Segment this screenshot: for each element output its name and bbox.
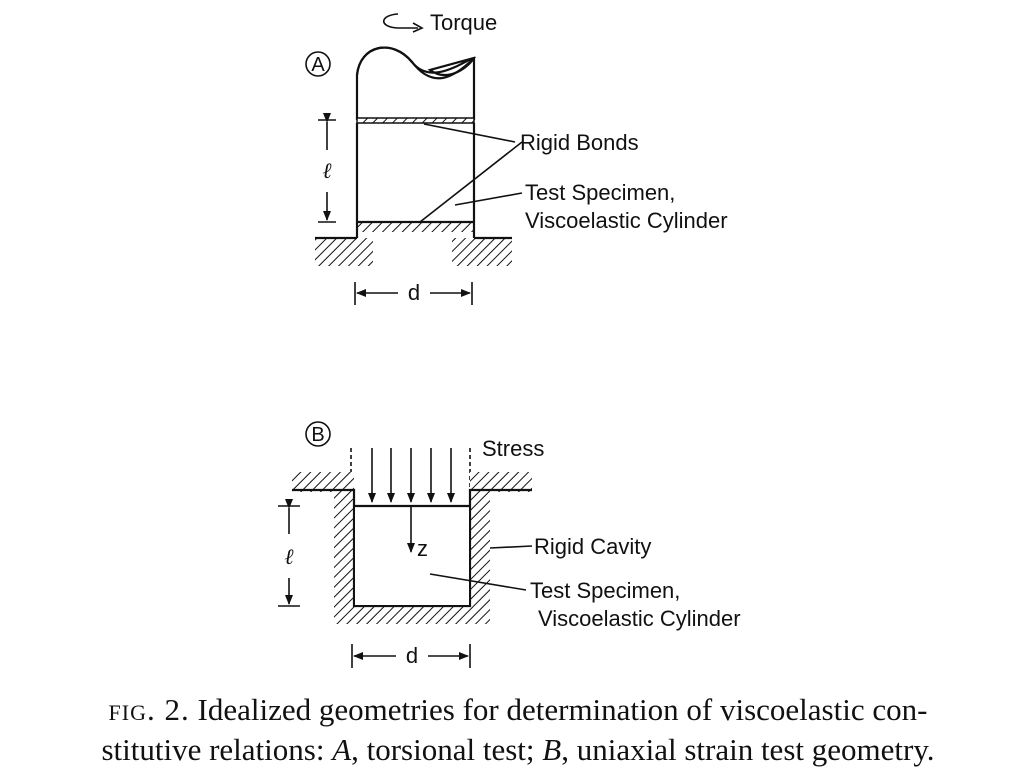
torque-arrow-icon — [382, 13, 424, 33]
diameter-dimension-b — [351, 644, 471, 668]
panel-b-marker: B — [305, 421, 331, 447]
base-hatch-center — [357, 222, 474, 232]
specimen-b — [355, 506, 469, 605]
panel-b: B Stress z — [278, 421, 741, 668]
specimen-a-label-line1: Test Specimen, — [525, 180, 675, 205]
length-dimension-a — [318, 113, 336, 223]
rigid-bonds-label: Rigid Bonds — [520, 130, 639, 155]
base-hatch-right — [452, 238, 512, 266]
leader-rigid-bond-top — [423, 123, 516, 143]
length-label-b: ℓ — [284, 544, 294, 569]
stress-arrows — [350, 448, 471, 503]
panel-a-marker: A — [305, 51, 331, 77]
caption-a-ref: A — [332, 732, 352, 767]
caption-text-2c: , uniaxial strain test geometry. — [561, 732, 935, 767]
torsion-shaft — [355, 46, 477, 120]
specimen-a-label-line2: Viscoelastic Cylinder — [525, 208, 728, 233]
diameter-dimension-a — [354, 282, 473, 305]
leader-rigid-cavity — [489, 545, 533, 549]
diameter-label-a: d — [408, 280, 420, 305]
z-axis-label: z — [417, 536, 428, 561]
panel-a: A Torque ℓ — [305, 10, 728, 305]
panel-a-marker-label: A — [311, 54, 325, 76]
figure-diagram: A Torque ℓ — [278, 10, 741, 668]
diameter-label-b: d — [406, 643, 418, 668]
caption-text-1: Idealized geometries for determination o… — [197, 692, 928, 727]
length-label-a: ℓ — [322, 158, 332, 183]
specimen-b-label-line1: Test Specimen, — [530, 578, 680, 603]
leader-specimen-a — [454, 192, 523, 206]
torque-label: Torque — [430, 10, 497, 35]
caption-b-ref: B — [542, 732, 562, 767]
caption-prefix: fig. 2. — [108, 692, 190, 727]
caption-text-2a: stitutive relations: — [101, 732, 333, 767]
figure-caption: fig. 2. Idealized geometries for determi… — [18, 690, 1018, 770]
rigid-cavity — [292, 472, 532, 624]
base-hatch-left — [315, 238, 373, 266]
caption-line-1: fig. 2. Idealized geometries for determi… — [18, 690, 1018, 730]
upper-rigid-bond — [356, 117, 475, 124]
leader-rigid-bond-bottom — [419, 141, 523, 223]
leader-specimen-b — [429, 573, 527, 591]
panel-b-marker-label: B — [311, 424, 324, 446]
caption-text-2b: , torsional test; — [351, 732, 543, 767]
specimen-b-label-line2: Viscoelastic Cylinder — [538, 606, 741, 631]
rigid-cavity-label: Rigid Cavity — [534, 534, 651, 559]
stress-label: Stress — [482, 436, 544, 461]
caption-line-2: stitutive relations: A, torsional test; … — [18, 730, 1018, 770]
length-dimension-b — [278, 499, 300, 607]
